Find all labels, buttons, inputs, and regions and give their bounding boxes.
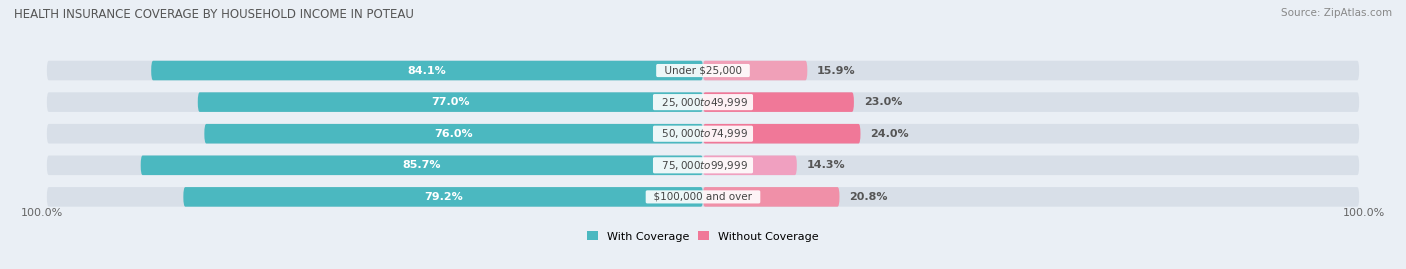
Text: $50,000 to $74,999: $50,000 to $74,999 [655, 127, 751, 140]
Text: $75,000 to $99,999: $75,000 to $99,999 [655, 159, 751, 172]
Legend: With Coverage, Without Coverage: With Coverage, Without Coverage [582, 227, 824, 246]
Text: 24.0%: 24.0% [870, 129, 908, 139]
FancyBboxPatch shape [703, 124, 860, 143]
Text: 100.0%: 100.0% [1343, 208, 1385, 218]
FancyBboxPatch shape [204, 124, 703, 143]
FancyBboxPatch shape [703, 61, 807, 80]
Text: $25,000 to $49,999: $25,000 to $49,999 [655, 95, 751, 109]
FancyBboxPatch shape [46, 187, 1360, 207]
Text: $100,000 and over: $100,000 and over [647, 192, 759, 202]
FancyBboxPatch shape [46, 155, 1360, 175]
FancyBboxPatch shape [183, 187, 703, 207]
FancyBboxPatch shape [46, 61, 1360, 80]
Text: Source: ZipAtlas.com: Source: ZipAtlas.com [1281, 8, 1392, 18]
Text: HEALTH INSURANCE COVERAGE BY HOUSEHOLD INCOME IN POTEAU: HEALTH INSURANCE COVERAGE BY HOUSEHOLD I… [14, 8, 413, 21]
Text: Under $25,000: Under $25,000 [658, 66, 748, 76]
FancyBboxPatch shape [152, 61, 703, 80]
FancyBboxPatch shape [703, 92, 853, 112]
Text: 14.3%: 14.3% [807, 160, 845, 170]
Text: 100.0%: 100.0% [21, 208, 63, 218]
Text: 23.0%: 23.0% [863, 97, 903, 107]
FancyBboxPatch shape [46, 92, 1360, 112]
FancyBboxPatch shape [198, 92, 703, 112]
FancyBboxPatch shape [46, 124, 1360, 143]
Text: 79.2%: 79.2% [423, 192, 463, 202]
Text: 85.7%: 85.7% [402, 160, 441, 170]
FancyBboxPatch shape [703, 187, 839, 207]
Text: 76.0%: 76.0% [434, 129, 472, 139]
Text: 15.9%: 15.9% [817, 66, 856, 76]
Text: 20.8%: 20.8% [849, 192, 887, 202]
FancyBboxPatch shape [703, 155, 797, 175]
Text: 84.1%: 84.1% [408, 66, 447, 76]
FancyBboxPatch shape [141, 155, 703, 175]
Text: 77.0%: 77.0% [432, 97, 470, 107]
